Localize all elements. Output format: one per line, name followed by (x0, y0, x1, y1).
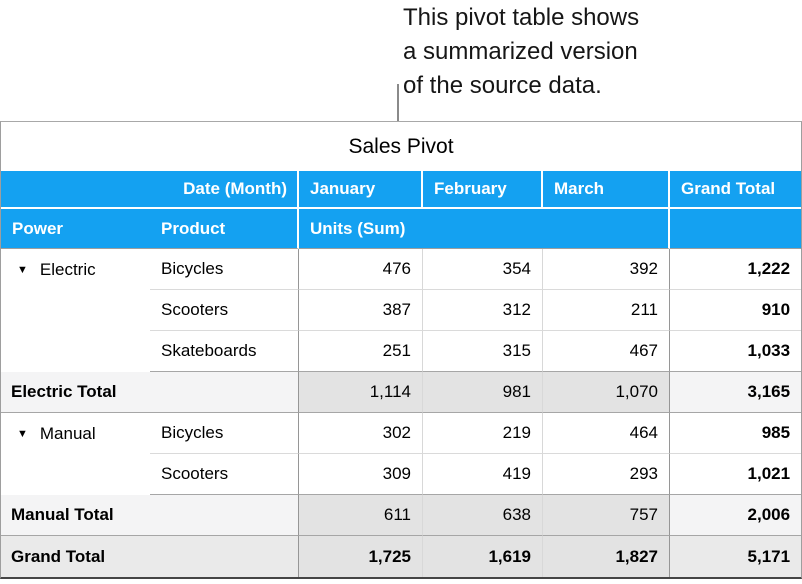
header-power[interactable]: Power (1, 209, 150, 249)
group-cell-electric[interactable]: ▼ Electric (1, 249, 150, 372)
disclosure-triangle-icon[interactable]: ▼ (17, 428, 28, 440)
row-manual-bicycles: ▼ Manual Bicycles 302 219 464 985 (1, 413, 802, 454)
group-cell-manual[interactable]: ▼ Manual (1, 413, 150, 495)
grand-total-label[interactable]: Grand Total (1, 536, 299, 577)
row-grand-total: Grand Total 1,725 1,619 1,827 5,171 (1, 536, 802, 577)
disclosure-triangle-icon[interactable]: ▼ (17, 264, 28, 276)
value-cell[interactable]: 309 (299, 454, 423, 495)
value-cell[interactable]: 611 (299, 495, 423, 536)
value-cell[interactable]: 981 (423, 372, 543, 413)
callout-text-line: a summarized version (403, 38, 638, 65)
value-cell[interactable]: 757 (543, 495, 670, 536)
group-label: Electric (39, 260, 96, 279)
header-units-sum[interactable]: Units (Sum) (299, 209, 670, 249)
row-electric-total: Electric Total 1,114 981 1,070 3,165 (1, 372, 802, 413)
value-cell[interactable]: 312 (423, 290, 543, 331)
header-march[interactable]: March (543, 171, 670, 209)
product-cell[interactable]: Bicycles (150, 413, 299, 454)
callout-annotation: This pivot table shows a summarized vers… (403, 1, 639, 103)
value-cell[interactable]: 419 (423, 454, 543, 495)
value-cell[interactable]: 211 (543, 290, 670, 331)
value-cell[interactable]: 1,619 (423, 536, 543, 577)
value-cell[interactable]: 302 (299, 413, 423, 454)
header-date-month[interactable]: Date (Month) (1, 171, 299, 209)
product-cell[interactable]: Scooters (150, 290, 299, 331)
header-grand-total-blank[interactable] (670, 209, 802, 249)
value-cell[interactable]: 293 (543, 454, 670, 495)
row-total-cell[interactable]: 1,222 (670, 249, 802, 290)
callout-text-line: This pivot table shows (403, 4, 640, 31)
value-cell[interactable]: 638 (423, 495, 543, 536)
header-grand-total[interactable]: Grand Total (670, 171, 802, 209)
row-total-cell[interactable]: 1,033 (670, 331, 802, 372)
value-cell[interactable]: 219 (423, 413, 543, 454)
callout-text-line: of the source data. (403, 72, 602, 99)
header-february[interactable]: February (423, 171, 543, 209)
product-cell[interactable]: Scooters (150, 454, 299, 495)
value-cell[interactable]: 251 (299, 331, 423, 372)
row-header-row: Power Product Units (Sum) (1, 209, 802, 249)
product-cell[interactable]: Bicycles (150, 249, 299, 290)
row-manual-total: Manual Total 611 638 757 2,006 (1, 495, 802, 536)
pivot-table: Sales Pivot Date (Month) January Februar… (0, 121, 802, 579)
header-product[interactable]: Product (150, 209, 299, 249)
group-total-label[interactable]: Electric Total (1, 372, 299, 413)
value-cell[interactable]: 1,114 (299, 372, 423, 413)
group-label: Manual (39, 424, 96, 443)
table-title-row: Sales Pivot (1, 122, 802, 171)
row-electric-scooters: Scooters 387 312 211 910 (1, 290, 802, 331)
column-header-row: Date (Month) January February March Gran… (1, 171, 802, 209)
value-cell[interactable]: 315 (423, 331, 543, 372)
value-cell[interactable]: 354 (423, 249, 543, 290)
row-total-cell[interactable]: 910 (670, 290, 802, 331)
value-cell[interactable]: 476 (299, 249, 423, 290)
row-electric-bicycles: ▼ Electric Bicycles 476 354 392 1,222 (1, 249, 802, 290)
table-title-cell[interactable]: Sales Pivot (1, 122, 802, 171)
value-cell[interactable]: 1,725 (299, 536, 423, 577)
row-total-cell[interactable]: 985 (670, 413, 802, 454)
product-cell[interactable]: Skateboards (150, 331, 299, 372)
header-january[interactable]: January (299, 171, 423, 209)
value-cell[interactable]: 1,070 (543, 372, 670, 413)
group-total-label[interactable]: Manual Total (1, 495, 299, 536)
value-cell[interactable]: 467 (543, 331, 670, 372)
value-cell[interactable]: 464 (543, 413, 670, 454)
row-manual-scooters: Scooters 309 419 293 1,021 (1, 454, 802, 495)
row-total-cell[interactable]: 5,171 (670, 536, 802, 577)
value-cell[interactable]: 387 (299, 290, 423, 331)
callout-connector-line (397, 84, 399, 122)
row-total-cell[interactable]: 3,165 (670, 372, 802, 413)
value-cell[interactable]: 1,827 (543, 536, 670, 577)
value-cell[interactable]: 392 (543, 249, 670, 290)
row-total-cell[interactable]: 2,006 (670, 495, 802, 536)
row-total-cell[interactable]: 1,021 (670, 454, 802, 495)
row-electric-skateboards: Skateboards 251 315 467 1,033 (1, 331, 802, 372)
